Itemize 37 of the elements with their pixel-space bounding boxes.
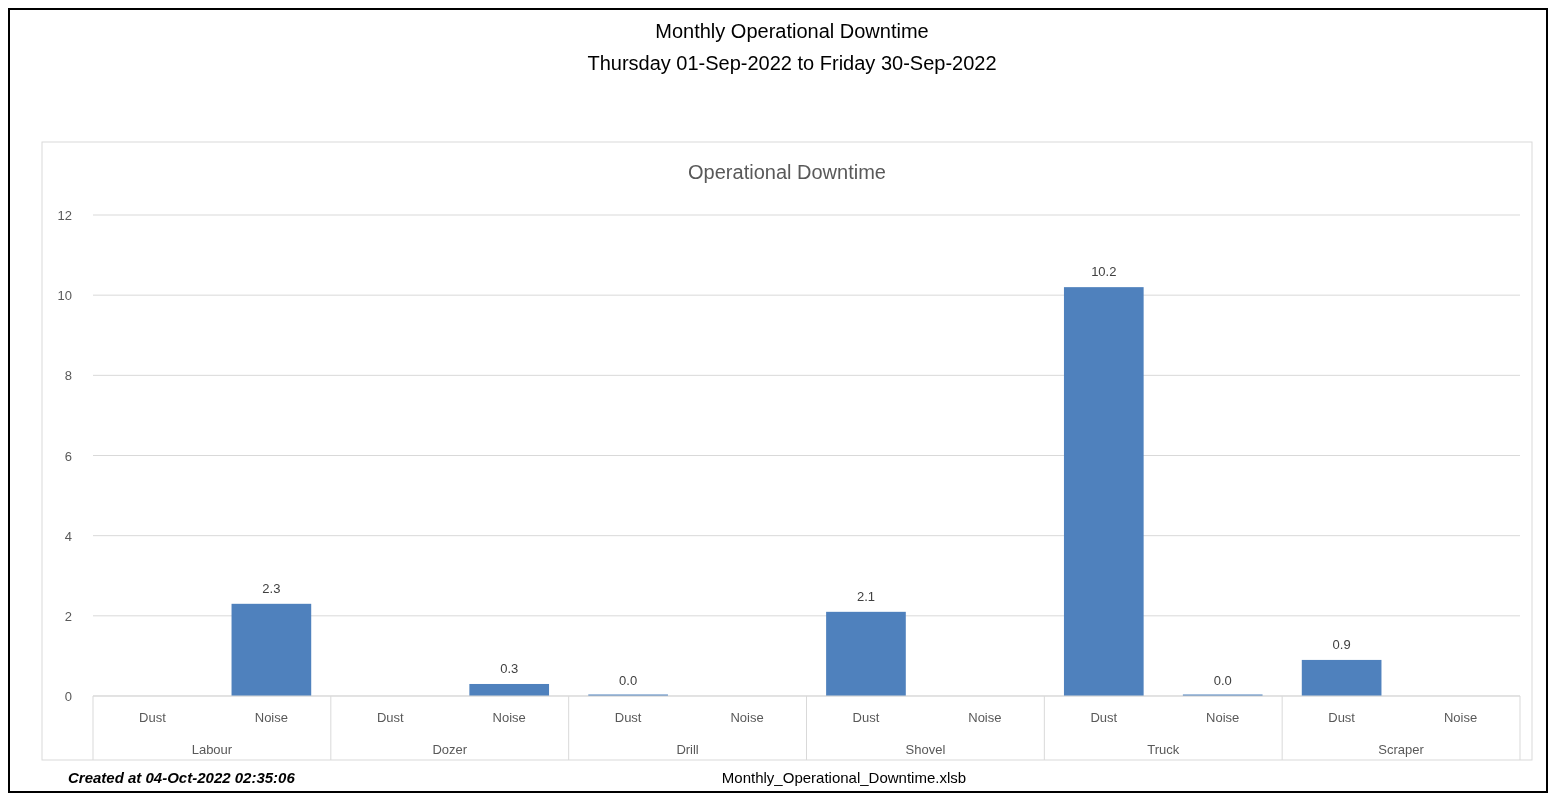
- x-tick-label: Noise: [254, 710, 288, 725]
- data-label: 0.0: [619, 673, 638, 688]
- x-tick-label: Dust: [139, 710, 167, 725]
- y-tick-label: 2: [64, 608, 72, 624]
- y-tick-label: 12: [57, 208, 72, 223]
- x-tick-label: Dust: [1090, 710, 1118, 725]
- x-tick-label: Noise: [1443, 710, 1478, 725]
- data-label: 2.3: [262, 580, 281, 596]
- text: Dozer: [432, 742, 468, 757]
- data-label: 0.3: [500, 660, 519, 676]
- y-tick-label: 10: [57, 288, 72, 304]
- x-tick-label: Dust: [614, 710, 642, 725]
- chart-title: Monthly Operational Downtime: [655, 20, 929, 42]
- x-tick-label: Dust: [852, 710, 880, 725]
- data-label: 0.9: [1332, 636, 1351, 652]
- data-label: 10.2: [1091, 264, 1117, 280]
- data-label: 0.0: [1213, 673, 1232, 688]
- text: Operational Downtime: [688, 161, 886, 183]
- data-label: 2.1: [856, 588, 875, 604]
- y-tick-label: 8: [64, 368, 72, 384]
- chart-subtitle: Thursday 01-Sep-2022 to Friday 30-Sep-2022: [587, 52, 997, 74]
- x-tick-label: Dust: [376, 710, 405, 725]
- x-tick-label: Noise: [968, 710, 1002, 725]
- x-tick-label: Noise: [1206, 710, 1240, 725]
- x-tick-label: Noise: [730, 710, 764, 725]
- text: Scraper: [1378, 742, 1425, 757]
- text: Shovel: [905, 742, 946, 757]
- x-tick-label: Noise: [492, 710, 526, 725]
- text: Truck: [1147, 742, 1180, 757]
- y-tick-label: 4: [64, 528, 72, 544]
- text: Labour: [191, 742, 233, 757]
- y-tick-label: 0: [64, 689, 72, 704]
- x-tick-label: Dust: [1328, 710, 1356, 725]
- y-tick-label: 6: [64, 448, 72, 464]
- text: Created at 04-Oct-2022 02:35:06: [68, 769, 296, 786]
- text: Drill: [676, 742, 699, 757]
- text: Monthly_Operational_Downtime.xlsb: [721, 769, 967, 786]
